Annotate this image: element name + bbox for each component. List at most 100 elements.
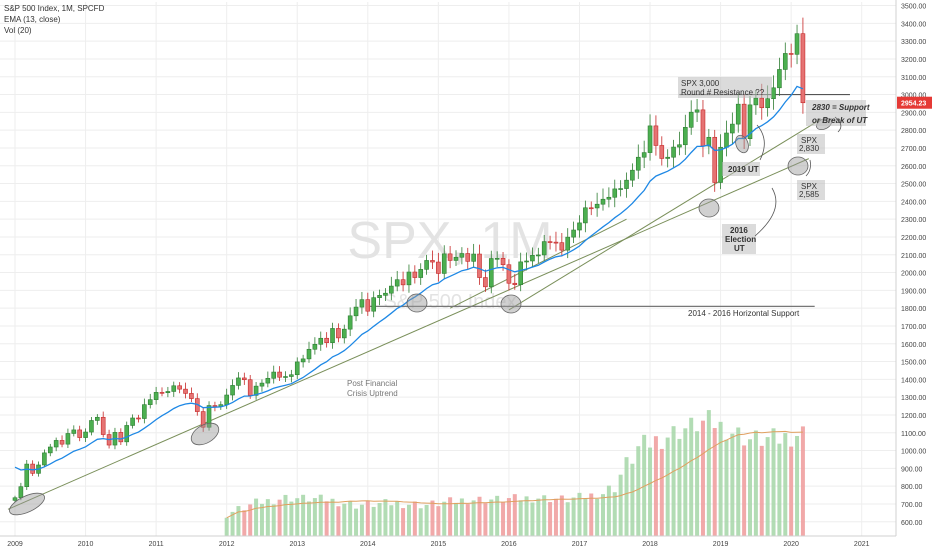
annotation-text: Election [725, 235, 756, 244]
volume-bar [236, 506, 241, 536]
candle-body [683, 127, 688, 146]
volume-bar [606, 485, 611, 536]
time-tick-label: 2010 [78, 541, 94, 548]
price-tick-label: 3100.00 [901, 75, 926, 82]
volume-bar [565, 502, 570, 536]
candle-body [618, 188, 623, 190]
price-tick-label: 1700.00 [901, 324, 926, 331]
price-tick-label: 2700.00 [901, 146, 926, 153]
time-tick-label: 2018 [642, 541, 658, 548]
volume-bar [224, 517, 229, 536]
candle-body [547, 241, 553, 243]
volume-bar [259, 503, 264, 536]
candle-body [659, 145, 665, 159]
price-tick-label: 3200.00 [901, 57, 926, 64]
candle-body [283, 376, 288, 378]
volume-bar [671, 426, 676, 536]
candle-body [765, 98, 770, 109]
candles [12, 17, 806, 503]
volume-bar [536, 498, 541, 536]
price-tick-label: 3500.00 [901, 4, 926, 11]
candle-body [77, 429, 82, 438]
time-tick-label: 2011 [149, 541, 164, 548]
volume-bar [365, 500, 370, 536]
highlight-ellipse [698, 198, 720, 218]
candle-body [465, 253, 471, 262]
candle-body [594, 203, 600, 209]
candle-body [95, 416, 100, 421]
volume-bar [648, 447, 653, 536]
candle-body [294, 361, 300, 376]
spx-2585-box [797, 180, 825, 200]
highlight-ellipse [190, 422, 220, 446]
price-tick-label: 1400.00 [901, 377, 926, 384]
candle-body [653, 125, 659, 146]
volume-bar [442, 501, 447, 536]
volume-bar [795, 435, 800, 536]
volume-bar [242, 510, 247, 536]
volume-bar [742, 445, 747, 536]
volume-bar [571, 497, 576, 536]
price-tick-label: 1800.00 [901, 306, 926, 313]
annotation-text: or Break of UT [812, 116, 868, 125]
price-tick-label: 2900.00 [901, 110, 926, 117]
candle-body [83, 431, 88, 438]
post-crisis-uptrend-line [7, 158, 810, 510]
candle-body [71, 429, 77, 434]
candle-body [459, 253, 465, 258]
candle-body [424, 260, 429, 270]
annotation-text: SPX [801, 182, 818, 191]
time-tick-label: 2009 [7, 541, 23, 548]
candle-body [59, 440, 65, 445]
candle-body [42, 452, 47, 466]
volume-bar [506, 498, 511, 536]
candle-body [18, 486, 24, 499]
volume-bar [718, 421, 723, 536]
election-ut-box [722, 224, 756, 254]
price-tick-label: 700.00 [901, 502, 923, 509]
candle-body [371, 297, 376, 312]
price-tick-label: 2000.00 [901, 271, 926, 278]
candle-body [212, 405, 218, 407]
price-tick-label: 600.00 [901, 520, 923, 527]
candle-body [471, 253, 476, 262]
candle-body [677, 144, 682, 148]
volume-bar [354, 508, 359, 536]
candle-body [247, 379, 253, 396]
time-tick-label: 2019 [713, 541, 729, 548]
candle-body [453, 256, 459, 261]
candle-body [724, 132, 729, 148]
candle-body [412, 271, 418, 278]
volume-bar [371, 506, 376, 536]
volume-bar [542, 495, 547, 536]
annotation-text: 2019 UT [728, 165, 759, 174]
volume-bar [454, 502, 458, 536]
volume-bar [653, 436, 658, 536]
candle-body [588, 207, 594, 210]
candle-body [541, 241, 547, 256]
volume-bar [495, 495, 500, 536]
candle-body [306, 348, 312, 360]
candle-body [494, 258, 500, 260]
candle-body [788, 53, 794, 55]
volume-bar [248, 504, 253, 536]
pointer-arrow [754, 187, 777, 237]
price-tick-label: 2400.00 [901, 199, 926, 206]
volume-bar [553, 498, 558, 536]
volume-ma-line [226, 430, 803, 519]
price-tick-label: 1100.00 [901, 431, 926, 438]
candle-body [47, 446, 53, 454]
candle-body [436, 261, 441, 274]
candle-body [200, 411, 206, 428]
candle-body [142, 404, 147, 419]
volume-bar [277, 499, 282, 536]
extra-trend-line [449, 218, 627, 309]
price-tick-label: 2100.00 [901, 253, 926, 260]
candle-body [189, 393, 194, 399]
volume-bar [395, 501, 400, 536]
volume-bar [753, 430, 758, 536]
chart-legend: S&P 500 Index, 1M, SPCFD EMA (13, close)… [4, 3, 104, 36]
